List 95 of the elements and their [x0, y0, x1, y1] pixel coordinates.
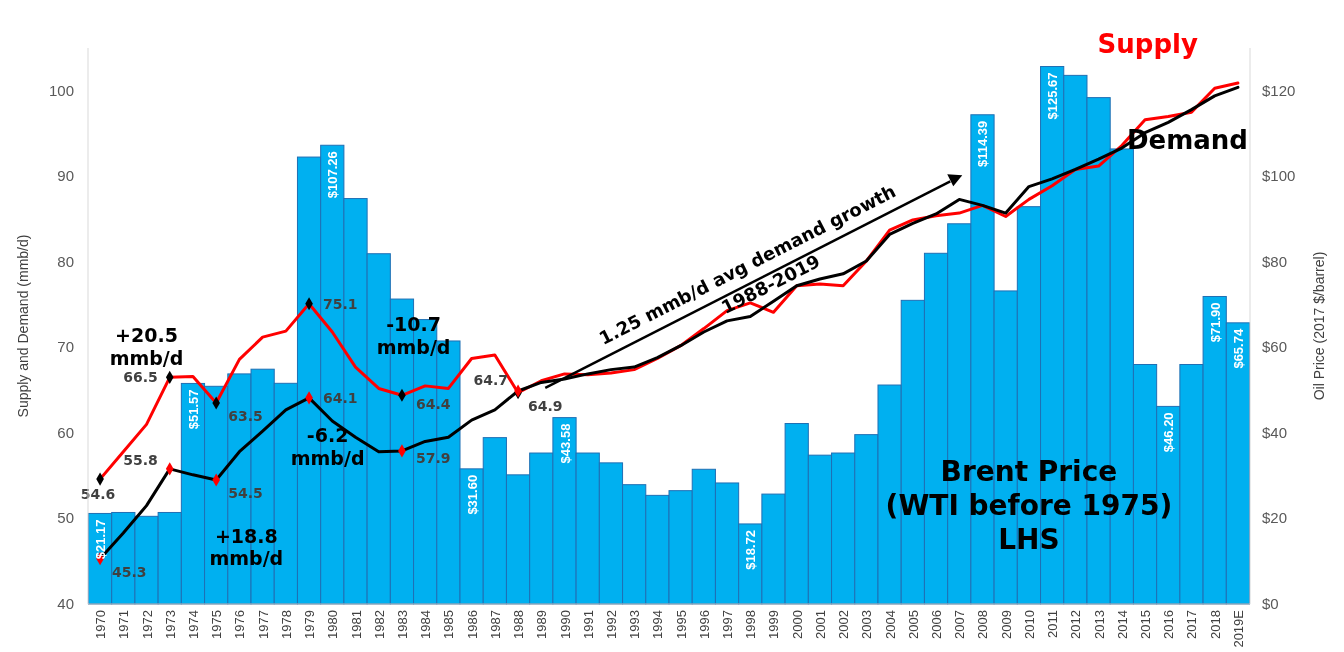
x-tick-label: 2009 [998, 610, 1014, 639]
data-label: 64.9 [528, 398, 563, 415]
x-tick-label: 2003 [859, 610, 875, 639]
x-tick-label: 2010 [1021, 610, 1037, 639]
x-tick-label: 1973 [162, 610, 178, 639]
series-label: Supply [1097, 29, 1198, 60]
x-tick-label: 2013 [1091, 610, 1107, 639]
x-tick-label: 2012 [1068, 610, 1084, 639]
x-tick-label: 1971 [116, 610, 132, 639]
x-tick-label: 2008 [975, 610, 991, 639]
x-tick-label: 1974 [185, 610, 201, 639]
annotation: -6.2 mmb/d [290, 424, 365, 470]
data-label: 45.3 [112, 563, 147, 580]
series-label: Demand [1126, 125, 1248, 156]
data-label: $21.17 [93, 519, 109, 560]
data-label: $107.26 [325, 151, 341, 199]
annotation: Brent Price (WTI before 1975) LHS [885, 455, 1173, 556]
data-label: $114.39 [975, 120, 991, 168]
x-tick-label: 2017 [1184, 610, 1200, 639]
data-label: 64.7 [473, 371, 509, 388]
y2-tick-label: $40 [1262, 423, 1288, 441]
x-tick-label: 1985 [441, 610, 457, 639]
x-tick-label: 1975 [209, 610, 225, 639]
data-label: $65.74 [1230, 328, 1246, 369]
x-tick-label: 2015 [1138, 610, 1154, 639]
data-label: 66.5 [123, 369, 158, 386]
x-tick-label: 2018 [1207, 610, 1223, 639]
data-label: 54.5 [228, 484, 263, 501]
x-tick-label: 2000 [789, 610, 805, 639]
data-label: 64.4 [415, 396, 451, 413]
y2-tick-label: $80 [1262, 252, 1288, 270]
x-tick-label: 1987 [487, 610, 503, 639]
y-tick-label: 50 [57, 509, 74, 527]
x-tick-label: 2007 [952, 610, 968, 639]
data-label: $71.90 [1207, 302, 1223, 343]
x-tick-label: 2016 [1161, 610, 1177, 639]
y2-tick-label: $60 [1262, 338, 1288, 356]
x-tick-label: 2005 [905, 610, 921, 639]
data-label: 57.9 [415, 449, 451, 466]
data-label: 63.5 [228, 407, 263, 424]
x-tick-label: 1977 [255, 610, 271, 639]
y2-tick-label: $20 [1262, 509, 1288, 527]
x-tick-label: 1999 [766, 610, 782, 639]
annotation: +20.5 mmb/d [109, 324, 184, 370]
x-tick-label: 1970 [93, 610, 109, 639]
x-tick-label: 1988 [511, 610, 527, 639]
y-tick-label: 70 [57, 338, 74, 356]
x-tick-label: 1991 [580, 610, 596, 639]
x-tick-label: 1981 [348, 610, 364, 639]
x-tick-label: 1982 [371, 610, 387, 639]
x-tick-label: 1993 [627, 610, 643, 639]
x-tick-label: 1989 [534, 610, 550, 639]
x-tick-label: 2019E [1230, 609, 1246, 648]
data-label: 64.1 [323, 389, 358, 406]
y2-tick-label: $0 [1262, 595, 1279, 612]
y-tick-label: 90 [57, 167, 74, 185]
x-tick-label: 1997 [720, 610, 736, 639]
y-tick-label: 100 [48, 81, 74, 99]
x-tick-label: 1994 [650, 610, 666, 639]
data-label: $46.20 [1161, 412, 1177, 453]
x-tick-label: 1984 [418, 610, 434, 639]
x-tick-label: 2006 [929, 610, 945, 639]
data-label: $43.58 [557, 423, 573, 464]
data-label: $31.60 [464, 474, 480, 515]
y-axis-title: Supply and Demand (mmb/d) [15, 234, 31, 418]
x-tick-label: 1980 [325, 610, 341, 639]
x-tick-label: 1990 [557, 610, 573, 639]
x-tick-label: 2001 [812, 610, 828, 639]
x-tick-label: 2004 [882, 610, 898, 639]
y2-axis-title: Oil Price (2017 $/barrel) [1311, 251, 1327, 401]
y2-tick-label: $100 [1262, 167, 1296, 185]
data-label: 75.1 [323, 295, 358, 312]
y-tick-label: 40 [57, 595, 74, 612]
x-tick-label: 1979 [302, 610, 318, 639]
x-tick-label: 2011 [1045, 610, 1061, 638]
x-tick-label: 1992 [603, 610, 619, 639]
data-label: $51.57 [185, 389, 201, 430]
data-label: $18.72 [743, 529, 759, 570]
x-tick-label: 1978 [278, 610, 294, 639]
x-tick-label: 1972 [139, 610, 155, 639]
annotation: +18.8 mmb/d [209, 524, 284, 570]
data-label: 54.6 [80, 486, 116, 503]
data-label: 55.8 [123, 451, 158, 468]
y-tick-label: 80 [57, 252, 74, 270]
y-tick-label: 60 [57, 423, 74, 441]
y2-tick-label: $120 [1262, 81, 1296, 99]
x-tick-label: 1998 [743, 610, 759, 639]
x-tick-label: 1983 [394, 610, 410, 639]
x-tick-label: 2002 [836, 610, 852, 639]
data-label: $125.67 [1045, 72, 1061, 120]
x-tick-label: 1995 [673, 610, 689, 639]
x-tick-label: 1976 [232, 610, 248, 639]
x-tick-label: 1996 [696, 610, 712, 639]
x-tick-label: 2014 [1114, 610, 1130, 639]
x-tick-label: 1986 [464, 610, 480, 639]
